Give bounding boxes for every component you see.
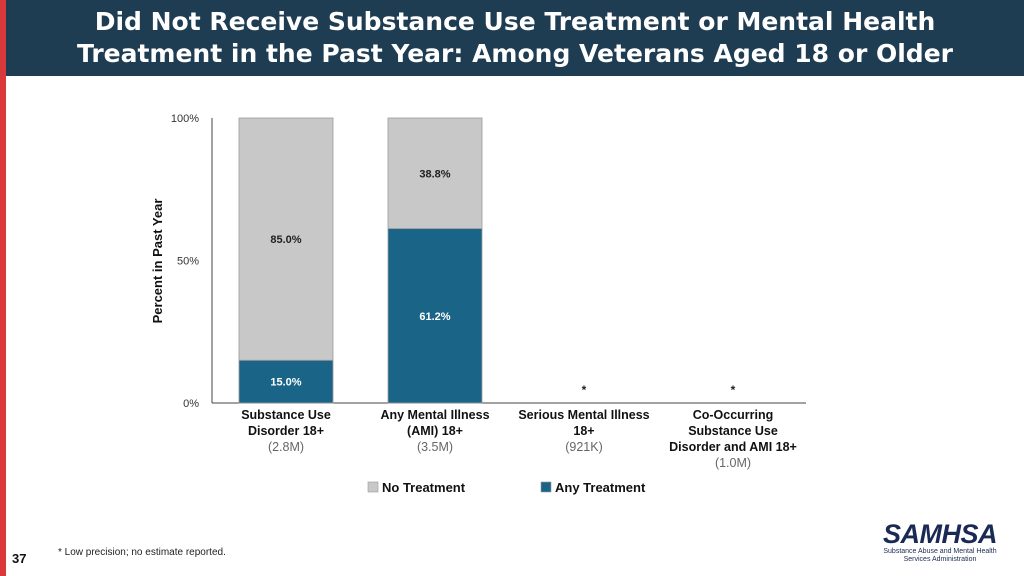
- data-label-no-treatment: 85.0%: [270, 234, 301, 246]
- page-title-line1: Did Not Receive Substance Use Treatment …: [94, 7, 936, 36]
- x-category-label: Serious Mental Illness: [518, 408, 649, 422]
- bar-any-treatment: [387, 228, 483, 404]
- y-tick-label: 50%: [177, 256, 199, 268]
- y-tick-label: 0%: [183, 398, 199, 410]
- bar-no-treatment: [387, 117, 483, 229]
- x-category-label: Substance Use: [241, 408, 331, 422]
- data-label-any-treatment: 15.0%: [270, 377, 301, 389]
- x-category-label: Disorder and AMI 18+: [669, 440, 797, 454]
- data-label-suppressed: *: [582, 383, 587, 397]
- x-category-label: Any Mental Illness: [380, 408, 489, 422]
- accent-bar: [0, 0, 6, 576]
- x-category-count: (1.0M): [715, 456, 751, 470]
- legend-swatch: [540, 481, 552, 493]
- y-axis-label: Percent in Past Year: [150, 199, 165, 324]
- x-category-label: Disorder 18+: [248, 424, 324, 438]
- bar-no-treatment: [238, 117, 334, 361]
- data-label-no-treatment: 38.8%: [419, 168, 450, 180]
- x-category-label: Co-Occurring: [693, 408, 774, 422]
- footnote: * Low precision; no estimate reported.: [58, 547, 226, 558]
- data-label-suppressed: *: [731, 383, 736, 397]
- logo-wordmark: SAMHSA: [882, 519, 998, 549]
- slide-number: 37: [12, 551, 27, 566]
- logo-subtitle-line2: Services Administration: [903, 556, 977, 563]
- x-category-label: Substance Use: [688, 424, 778, 438]
- legend-label: No Treatment: [382, 480, 466, 495]
- page-title-line2: Treatment in the Past Year: Among Vetera…: [77, 39, 953, 68]
- legend-swatch: [367, 481, 379, 493]
- x-category-label: (AMI) 18+: [407, 424, 463, 438]
- data-label-any-treatment: 61.2%: [419, 311, 450, 323]
- samhsa-logo: SAMHSA Substance Abuse and Mental Health…: [880, 520, 1000, 570]
- logo-subtitle-line1: Substance Abuse and Mental Health: [883, 548, 997, 555]
- x-category-count: (2.8M): [268, 440, 304, 454]
- title-banner: Did Not Receive Substance Use Treatment …: [6, 0, 1024, 76]
- x-category-label: 18+: [573, 424, 594, 438]
- bar-any-treatment: [238, 359, 334, 404]
- x-category-count: (921K): [565, 440, 603, 454]
- legend-label: Any Treatment: [555, 480, 646, 495]
- y-tick-label: 100%: [171, 113, 199, 125]
- x-category-count: (3.5M): [417, 440, 453, 454]
